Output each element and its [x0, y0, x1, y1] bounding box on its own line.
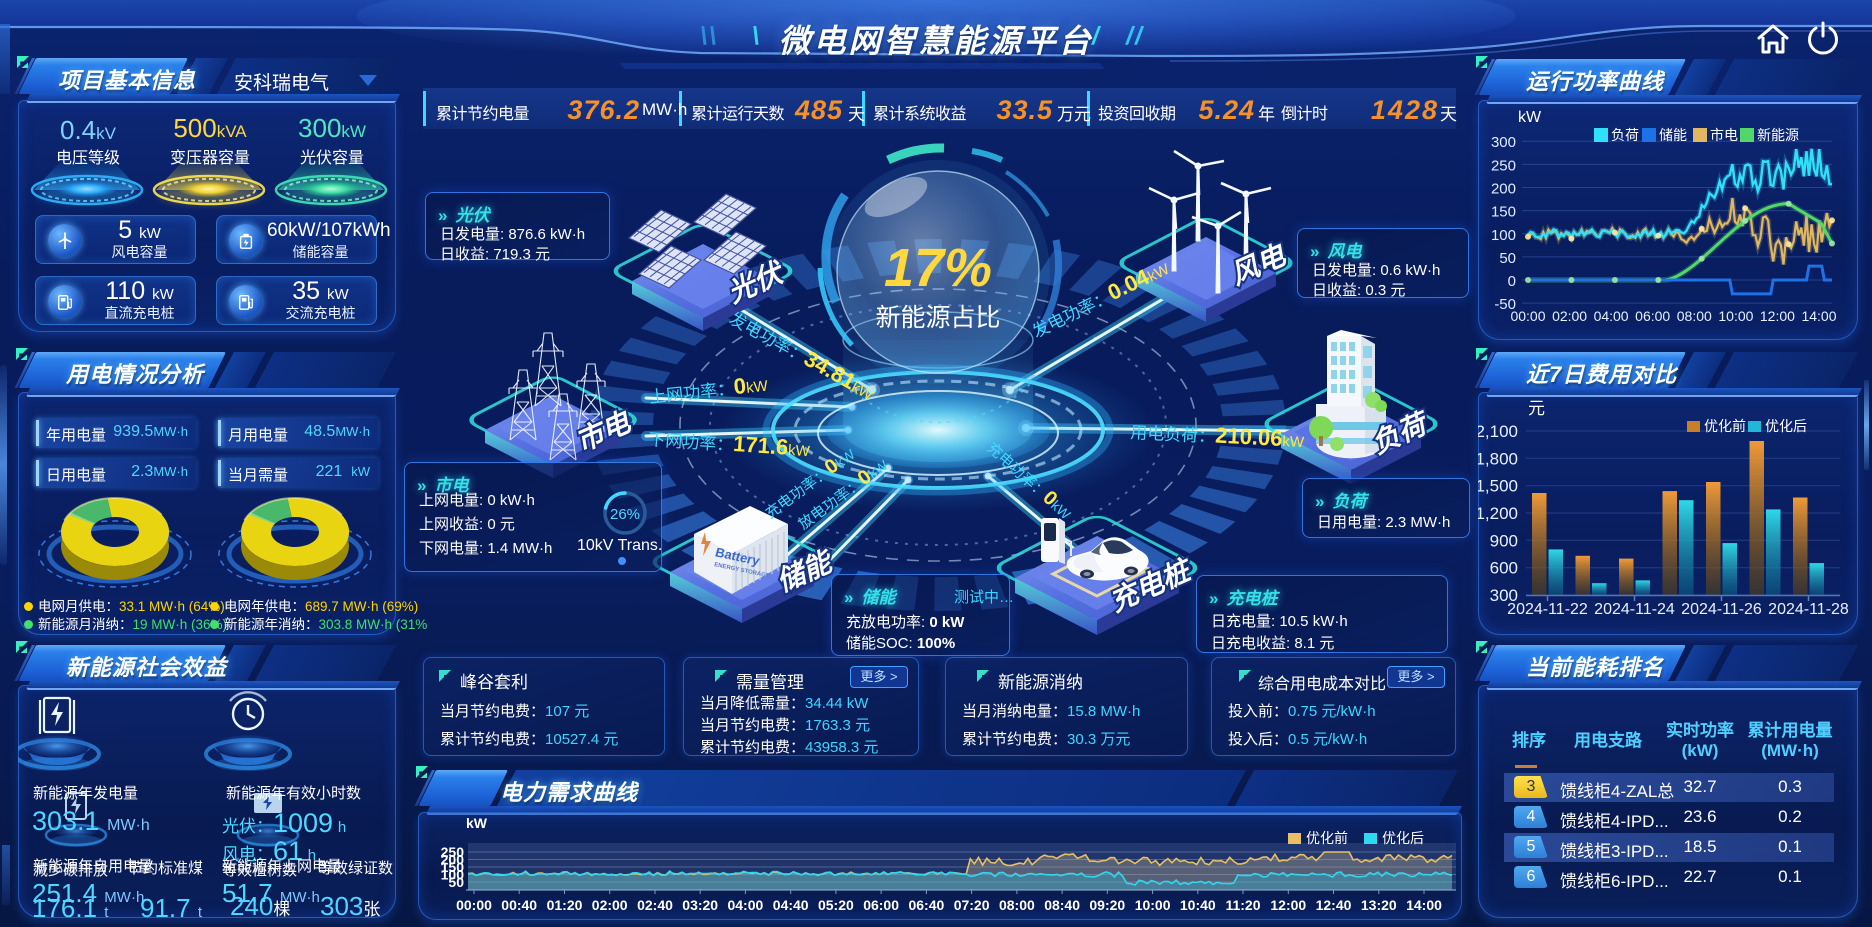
svg-text:300: 300 [1491, 134, 1516, 151]
svg-text:优化后: 优化后 [1765, 418, 1807, 434]
svg-text:600: 600 [1490, 559, 1518, 578]
svg-text:17%: 17% [884, 238, 992, 298]
svg-text:kW: kW [1518, 109, 1542, 126]
svg-text:12:00: 12:00 [1270, 897, 1306, 913]
svg-text:05:20: 05:20 [818, 897, 854, 913]
svg-text:200: 200 [1491, 181, 1516, 198]
svg-text:01:20: 01:20 [547, 897, 583, 913]
svg-text:250: 250 [1491, 157, 1516, 174]
svg-text:10:00: 10:00 [1718, 308, 1753, 324]
svg-text:00:00: 00:00 [456, 897, 492, 913]
svg-text:150: 150 [1491, 204, 1516, 221]
svg-text:新能源: 新能源 [1757, 127, 1799, 143]
svg-text:06:40: 06:40 [908, 897, 944, 913]
svg-text:08:00: 08:00 [1677, 308, 1712, 324]
svg-text:2024-11-26: 2024-11-26 [1681, 601, 1762, 618]
svg-text:08:00: 08:00 [999, 897, 1035, 913]
svg-text:02:00: 02:00 [1552, 308, 1587, 324]
svg-text:250: 250 [441, 844, 465, 860]
svg-text:1,200: 1,200 [1478, 504, 1518, 523]
svg-text:优化前: 优化前 [1306, 830, 1348, 846]
svg-text:14:00: 14:00 [1801, 308, 1836, 324]
svg-text:200: 200 [441, 852, 465, 868]
svg-text:1,800: 1,800 [1478, 449, 1518, 468]
svg-text:kW: kW [466, 815, 488, 831]
svg-text:50: 50 [448, 874, 464, 890]
svg-text:11:20: 11:20 [1225, 897, 1260, 913]
svg-text:100: 100 [1491, 227, 1516, 244]
svg-text:储能: 储能 [1659, 127, 1687, 143]
svg-text:元: 元 [1528, 399, 1545, 418]
svg-text:优化后: 优化后 [1382, 830, 1424, 846]
svg-text:10:40: 10:40 [1180, 897, 1216, 913]
svg-text:03:20: 03:20 [682, 897, 718, 913]
svg-text:2024-11-22: 2024-11-22 [1507, 601, 1588, 618]
svg-text:50: 50 [1499, 250, 1516, 267]
svg-text:00:40: 00:40 [501, 897, 537, 913]
svg-text:14:00: 14:00 [1406, 897, 1442, 913]
svg-text:0: 0 [1508, 273, 1516, 290]
svg-text:06:00: 06:00 [1635, 308, 1670, 324]
svg-text:300: 300 [1490, 586, 1518, 605]
svg-text:150: 150 [441, 859, 465, 875]
svg-text:09:20: 09:20 [1089, 897, 1125, 913]
svg-text:市电: 市电 [1710, 127, 1738, 143]
svg-text:26%: 26% [610, 506, 640, 523]
svg-text:负荷: 负荷 [1611, 127, 1639, 143]
svg-text:12:40: 12:40 [1316, 897, 1352, 913]
svg-text:07:20: 07:20 [954, 897, 990, 913]
svg-text:13:20: 13:20 [1361, 897, 1397, 913]
svg-text:04:00: 04:00 [1594, 308, 1629, 324]
svg-text:12:00: 12:00 [1760, 308, 1795, 324]
svg-text:02:40: 02:40 [637, 897, 673, 913]
svg-text:1,500: 1,500 [1478, 477, 1518, 496]
svg-text:00:00: 00:00 [1510, 308, 1545, 324]
svg-text:新能源占比: 新能源占比 [875, 304, 1000, 332]
svg-text:2,100: 2,100 [1478, 422, 1518, 441]
svg-text:-50: -50 [1494, 296, 1516, 313]
svg-text:100: 100 [441, 867, 465, 883]
svg-text:02:00: 02:00 [592, 897, 628, 913]
svg-text:08:40: 08:40 [1044, 897, 1080, 913]
svg-text:优化前: 优化前 [1704, 418, 1746, 434]
svg-text:2024-11-24: 2024-11-24 [1594, 601, 1675, 618]
svg-text:04:40: 04:40 [773, 897, 809, 913]
svg-text:04:00: 04:00 [727, 897, 763, 913]
svg-text:900: 900 [1490, 531, 1518, 550]
svg-text:用电负荷：210.06kW: 用电负荷：210.06kW [1130, 418, 1306, 452]
svg-text:10:00: 10:00 [1135, 897, 1171, 913]
svg-text:2024-11-28: 2024-11-28 [1768, 601, 1849, 618]
svg-text:06:00: 06:00 [863, 897, 899, 913]
